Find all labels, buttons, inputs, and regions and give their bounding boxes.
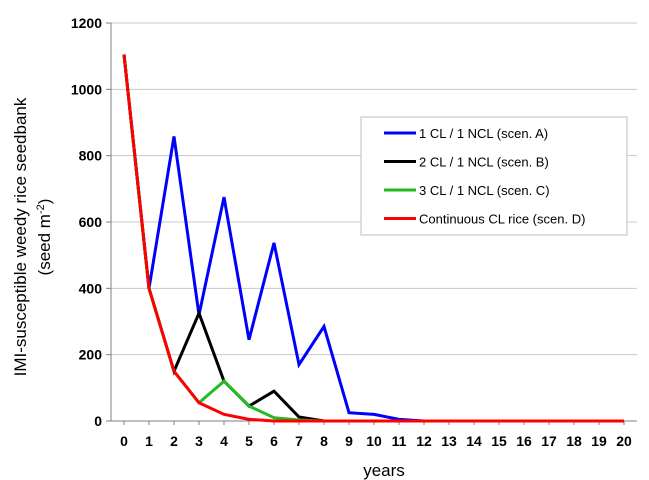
legend-label-4: Continuous CL rice (scen. D) (419, 212, 585, 227)
x-tick-label-11: 11 (392, 433, 407, 449)
x-tick-label-6: 6 (270, 433, 278, 449)
y-tick-label-1200: 1200 (71, 15, 102, 31)
x-tick-label-20: 20 (616, 433, 632, 449)
legend-label-3: 3 CL / 1 NCL (scen. C) (419, 183, 550, 198)
legend-entries: 1 CL / 1 NCL (scen. A) 2 CL / 1 NCL (scen… (384, 126, 585, 227)
x-tick-label-17: 17 (541, 433, 557, 449)
legend: 1 CL / 1 NCL (scen. A) 2 CL / 1 NCL (scen… (360, 116, 628, 236)
series-line-2 (122, 54, 624, 423)
y-tick-label-400: 400 (79, 280, 103, 296)
x-tick-label-15: 15 (491, 433, 507, 449)
x-axis-title: years (363, 461, 405, 480)
x-tick-label-8: 8 (320, 433, 328, 449)
x-tick-labels: 0 1 2 3 4 5 6 7 8 9 10 11 12 13 14 15 16 17 18 19 20 (120, 433, 632, 449)
x-tick-label-9: 9 (345, 433, 353, 449)
x-tick-label-12: 12 (416, 433, 432, 449)
x-tick-label-7: 7 (295, 433, 303, 449)
x-tick-label-18: 18 (566, 433, 582, 449)
y-tick-label-200: 200 (79, 347, 103, 363)
y-axis-title-line-1: IMI-susceptible weedy rice seedbank (11, 97, 30, 376)
x-tick-label-2: 2 (170, 433, 178, 449)
y-axis-title-suffix: ) (35, 199, 54, 205)
x-tick-label-13: 13 (441, 433, 457, 449)
series-line-1 (122, 54, 624, 423)
x-tick-label-14: 14 (466, 433, 482, 449)
x-tick-label-10: 10 (366, 433, 382, 449)
x-tick-label-1: 1 (145, 433, 153, 449)
y-tick-label-600: 600 (79, 214, 103, 230)
x-tick-label-0: 0 (120, 433, 128, 449)
legend-label-1: 1 CL / 1 NCL (scen. A) (419, 126, 548, 141)
y-axis-title-line-2: (seed m-2) (35, 199, 54, 276)
x-tick-label-19: 19 (591, 433, 607, 449)
y-tick-label-1000: 1000 (71, 81, 102, 97)
y-tick-label-800: 800 (79, 148, 103, 164)
series-line-3 (122, 54, 624, 423)
series-lines (122, 54, 624, 423)
x-tick-label-5: 5 (245, 433, 253, 449)
y-axis-title-superscript: -2 (35, 204, 47, 214)
y-tick-labels: 0 200 400 600 800 1000 1200 (71, 15, 102, 429)
y-axis-title-prefix: (seed m (35, 214, 54, 275)
x-tick-label-3: 3 (195, 433, 203, 449)
legend-label-2: 2 CL / 1 NCL (scen. B) (419, 155, 549, 170)
y-tick-label-0: 0 (94, 413, 102, 429)
x-tick-label-4: 4 (220, 433, 228, 449)
legend-box (360, 116, 628, 236)
series-line-4 (122, 54, 624, 423)
x-tick-label-16: 16 (516, 433, 532, 449)
